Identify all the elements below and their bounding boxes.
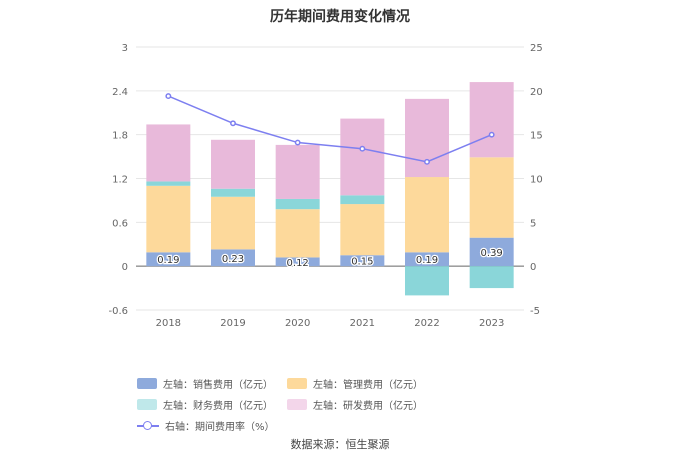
bar-segment: [405, 177, 449, 253]
y-left-tick-label: 0: [122, 262, 128, 273]
chart-title: 历年期间费用变化情况: [270, 9, 410, 25]
legend-swatch-sales: [137, 378, 157, 389]
legend-swatch-finance: [137, 399, 157, 410]
legend-swatch-admin: [287, 378, 307, 389]
bar-segment: [469, 266, 514, 289]
chart-plot: 3 2.4 1.8 1.2 0.6 0 -0.6 25 20 15 10 5 0 -5 0.19 2018 0.…: [108, 43, 543, 329]
bar-segment: [211, 139, 255, 189]
bar-segment: [469, 237, 514, 267]
data-source-note: 数据来源：恒生聚源: [290, 438, 390, 451]
bar-segment: [275, 209, 320, 258]
legend-line-marker-icon: [137, 419, 159, 432]
bar-segment: [146, 181, 191, 186]
y-right-tick-label: 10: [530, 175, 543, 186]
legend-label-expense-ratio: 右轴：期间费用率（%）: [165, 422, 275, 433]
bar-data-label: 0.23: [222, 254, 244, 265]
legend-item-expense-ratio[interactable]: 右轴：期间费用率（%）: [137, 419, 275, 433]
bar-data-label: 0.39: [481, 248, 503, 259]
bar-segment: [340, 204, 385, 256]
y-right-tick-label: 5: [530, 218, 536, 229]
bar-data-label: 0.15: [351, 257, 373, 268]
bar-segment: [340, 255, 385, 267]
y-right-tick-label: -5: [530, 306, 540, 317]
legend-item-admin[interactable]: 左轴：管理费用（亿元）: [287, 377, 423, 391]
legend-label-admin: 左轴：管理费用（亿元）: [313, 380, 423, 391]
bar-segment: [146, 185, 191, 253]
x-tick-label: 2021: [350, 318, 375, 329]
bar-segment: [340, 195, 385, 205]
expense-ratio-point: [294, 139, 301, 146]
bar-segment: [211, 196, 255, 250]
y-left-tick-label: 0.6: [112, 218, 128, 229]
y-left-tick-label: 3: [122, 43, 128, 54]
y-left-tick-label: 2.4: [112, 87, 128, 98]
bar-segment: [275, 198, 320, 210]
legend-item-rnd[interactable]: 左轴：研发费用（亿元）: [287, 398, 423, 412]
legend-label-sales: 左轴：销售费用（亿元）: [163, 380, 273, 391]
chart-legend: 左轴：销售费用（亿元） 左轴：管理费用（亿元） 左轴：财务费用（亿元） 左轴：研…: [137, 377, 557, 433]
expense-ratio-point: [359, 145, 366, 152]
bar-segment: [405, 266, 449, 296]
y-left-tick-label: 1.2: [112, 175, 128, 186]
legend-label-rnd: 左轴：研发费用（亿元）: [313, 401, 423, 412]
y-left-tick-label: 1.8: [112, 131, 128, 142]
y-right-tick-label: 25: [530, 43, 543, 54]
y-right-tick-label: 20: [530, 87, 543, 98]
legend-item-finance[interactable]: 左轴：财务费用（亿元）: [137, 398, 273, 412]
x-tick-label: 2023: [479, 318, 504, 329]
y-left-tick-label: -0.6: [108, 306, 128, 317]
y-right-tick-label: 15: [530, 131, 543, 142]
expense-ratio-point: [165, 93, 172, 100]
legend-label-finance: 左轴：财务费用（亿元）: [163, 401, 273, 412]
bar-segment: [211, 249, 255, 267]
legend-swatch-rnd: [287, 399, 307, 410]
bar-segment: [275, 144, 320, 199]
bar-segment: [340, 118, 385, 196]
x-tick-label: 2020: [285, 318, 310, 329]
bar-segment: [275, 257, 320, 267]
bar-data-label: 0.12: [287, 258, 309, 269]
expense-ratio-line: [168, 95, 492, 163]
x-tick-label: 2018: [156, 318, 181, 329]
expense-ratio-point: [230, 120, 236, 127]
bar-data-label: 0.19: [416, 255, 438, 266]
expense-ratio-point: [424, 158, 430, 165]
bar-segment: [211, 188, 255, 197]
y-right-tick-label: 0: [530, 262, 536, 273]
x-tick-label: 2022: [414, 318, 439, 329]
bar-segment: [146, 124, 191, 182]
bar-data-label: 0.19: [157, 255, 179, 266]
bar-segment: [405, 252, 449, 267]
x-tick-label: 2019: [220, 318, 245, 329]
bar-segment: [146, 252, 191, 267]
bar-segment: [405, 98, 449, 178]
expense-ratio-point: [488, 131, 495, 138]
legend-item-sales[interactable]: 左轴：销售费用（亿元）: [137, 377, 273, 391]
bar-segment: [469, 157, 514, 238]
bar-segment: [469, 82, 514, 158]
